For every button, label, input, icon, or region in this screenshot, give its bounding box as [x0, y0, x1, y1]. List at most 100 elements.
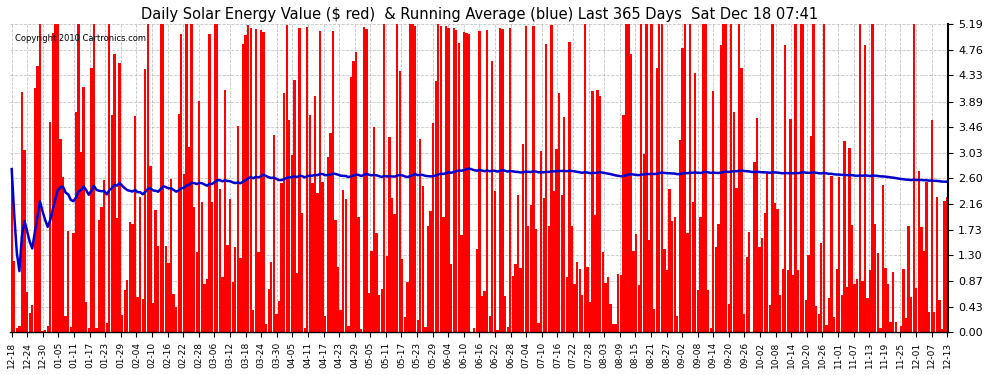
Bar	[571, 226, 573, 332]
Bar	[715, 248, 717, 332]
Bar	[16, 328, 18, 332]
Bar	[132, 224, 134, 332]
Bar	[245, 35, 247, 332]
Bar	[921, 227, 923, 332]
Bar	[357, 217, 359, 332]
Bar	[337, 267, 340, 332]
Bar	[198, 101, 200, 332]
Bar	[602, 252, 604, 332]
Bar	[658, 24, 660, 332]
Bar	[895, 322, 897, 332]
Bar	[327, 157, 329, 332]
Bar	[918, 171, 920, 332]
Bar	[496, 330, 499, 332]
Bar	[111, 116, 113, 332]
Bar	[460, 235, 462, 332]
Bar	[214, 24, 216, 332]
Bar	[879, 328, 881, 332]
Bar	[910, 297, 913, 332]
Bar	[455, 30, 457, 332]
Bar	[905, 318, 907, 332]
Bar	[206, 279, 208, 332]
Bar	[710, 328, 712, 332]
Bar	[447, 28, 449, 332]
Bar	[555, 149, 557, 332]
Bar	[177, 114, 180, 332]
Bar	[884, 268, 887, 332]
Bar	[946, 196, 948, 332]
Bar	[723, 24, 725, 332]
Bar	[332, 31, 334, 332]
Bar	[196, 252, 198, 332]
Bar	[430, 211, 432, 332]
Bar	[406, 282, 409, 332]
Bar	[512, 276, 514, 332]
Bar	[90, 68, 92, 332]
Bar	[604, 283, 607, 332]
Bar	[37, 66, 39, 332]
Bar	[766, 172, 768, 332]
Bar	[892, 272, 894, 332]
Bar	[643, 154, 645, 332]
Bar	[864, 45, 866, 332]
Bar	[483, 291, 486, 332]
Bar	[468, 34, 470, 332]
Bar	[95, 328, 98, 332]
Bar	[923, 251, 926, 332]
Bar	[815, 306, 818, 332]
Bar	[162, 24, 164, 332]
Bar	[232, 282, 234, 332]
Bar	[296, 273, 298, 332]
Bar	[939, 300, 940, 332]
Bar	[24, 150, 26, 332]
Bar	[707, 290, 709, 332]
Bar	[692, 202, 694, 332]
Bar	[432, 123, 435, 332]
Bar	[159, 24, 162, 332]
Bar	[254, 28, 257, 332]
Bar	[926, 182, 928, 332]
Bar	[311, 183, 314, 332]
Bar	[119, 63, 121, 332]
Bar	[725, 24, 728, 332]
Bar	[126, 280, 129, 332]
Bar	[121, 315, 124, 332]
Bar	[889, 322, 892, 332]
Bar	[237, 126, 239, 332]
Bar	[270, 262, 272, 332]
Bar	[607, 277, 609, 332]
Bar	[928, 312, 931, 332]
Bar	[438, 24, 440, 332]
Bar	[393, 214, 396, 332]
Bar	[591, 91, 594, 332]
Bar	[538, 323, 540, 332]
Bar	[252, 310, 254, 332]
Bar	[317, 193, 319, 332]
Bar	[712, 91, 715, 332]
Bar	[67, 231, 69, 332]
Bar	[504, 296, 506, 332]
Bar	[501, 29, 504, 332]
Bar	[818, 314, 820, 332]
Bar	[427, 226, 430, 332]
Bar	[758, 247, 760, 332]
Bar	[845, 286, 848, 332]
Bar	[810, 135, 812, 332]
Bar	[340, 310, 342, 332]
Bar	[262, 33, 264, 332]
Bar	[836, 269, 838, 332]
Bar	[59, 139, 61, 332]
Bar	[733, 112, 735, 332]
Bar	[272, 135, 275, 332]
Bar	[419, 139, 422, 332]
Bar	[267, 289, 270, 332]
Bar	[386, 256, 388, 332]
Bar	[589, 302, 591, 332]
Bar	[491, 61, 493, 332]
Bar	[666, 270, 668, 332]
Bar	[291, 155, 293, 332]
Bar	[858, 24, 861, 332]
Bar	[609, 304, 612, 332]
Bar	[826, 325, 828, 332]
Bar	[247, 26, 249, 332]
